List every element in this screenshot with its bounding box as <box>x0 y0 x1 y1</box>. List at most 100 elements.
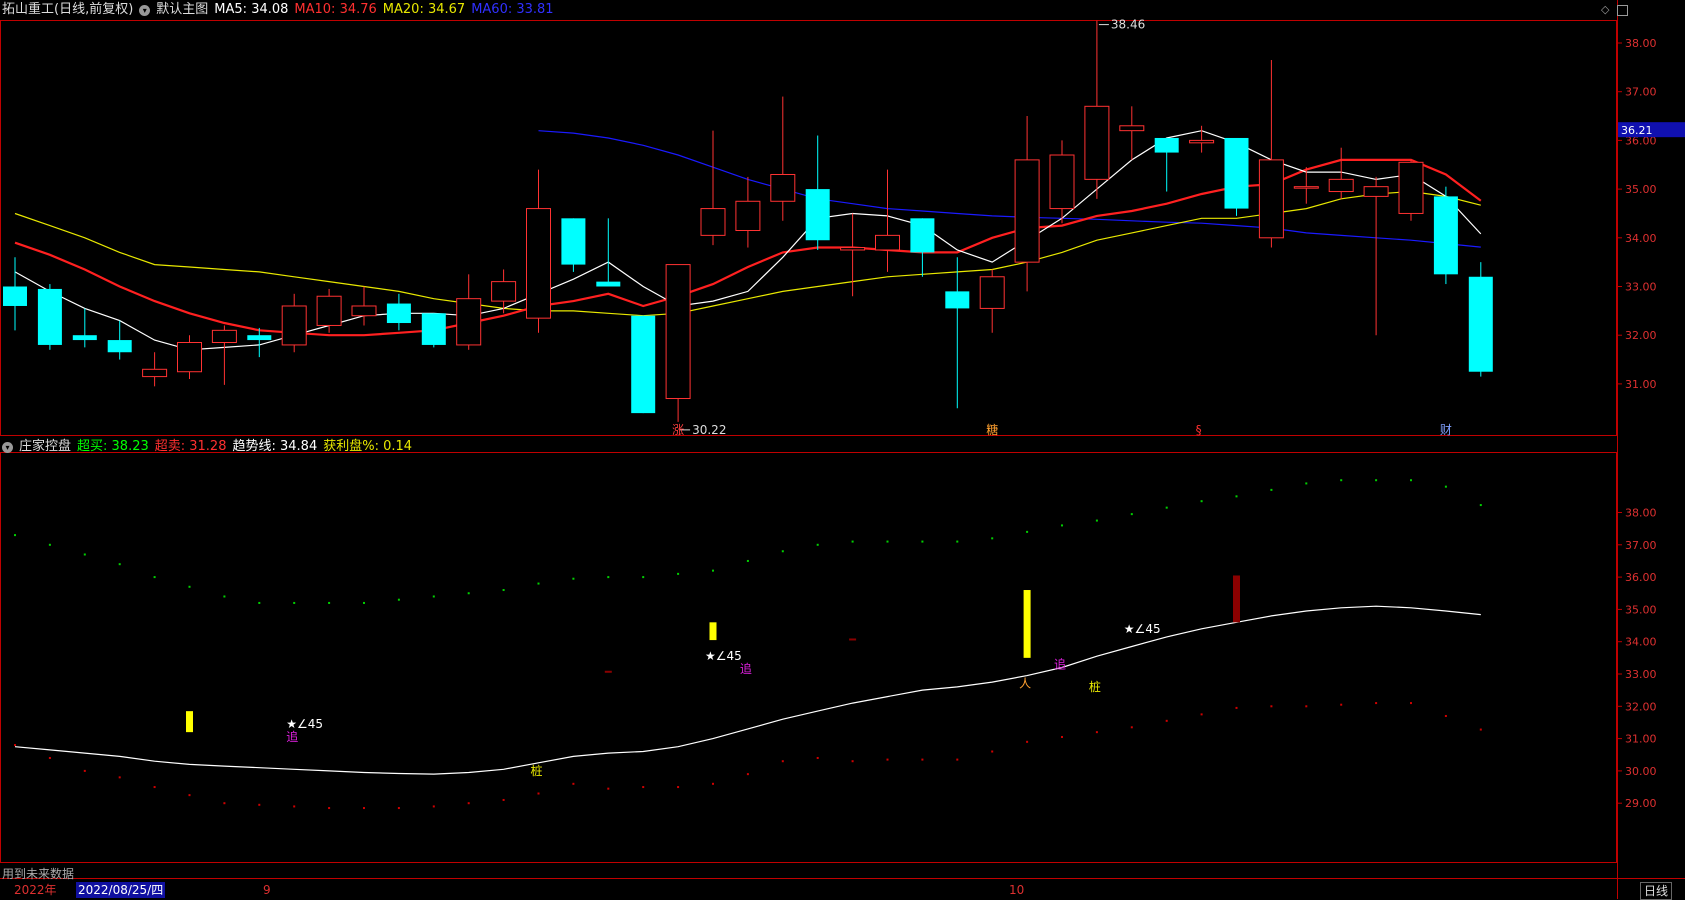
overbuy-dot <box>397 598 400 601</box>
star-signal-label: ★∠45 <box>1124 622 1161 636</box>
diamond-icon[interactable]: ◇ <box>1601 3 1610 16</box>
overbuy-dot <box>14 534 16 537</box>
main-header: 拓山重工(日线,前复权) ▾ 默认主图 MA5: 34.08 MA10: 34.… <box>2 0 560 20</box>
overbuy-dot <box>642 576 645 579</box>
overbuy-dot <box>1305 482 1308 485</box>
candle <box>631 315 656 414</box>
future-data-note: 用到未来数据 <box>2 867 75 881</box>
event-marker: 涨 <box>672 422 684 437</box>
oversell-dot <box>1340 703 1343 706</box>
candle-body <box>840 247 866 251</box>
candle <box>1433 186 1458 285</box>
period-button[interactable]: 日线 <box>1640 882 1673 900</box>
candle <box>840 213 866 297</box>
year-label: 2022年 <box>14 883 57 897</box>
candle <box>142 352 168 387</box>
maximize-icon[interactable] <box>1617 5 1628 16</box>
overbuy-dot <box>328 601 331 604</box>
indicator-tick-label: 35.00 <box>1625 603 1657 616</box>
control-bar <box>709 622 717 641</box>
candle <box>1328 147 1354 199</box>
candle <box>1154 137 1179 192</box>
event-marker: 财 <box>1440 423 1452 437</box>
overbuy-dot <box>991 537 994 540</box>
oversell-dot <box>502 798 505 801</box>
indicator-name[interactable]: 庄家控盘 <box>19 439 72 454</box>
candle <box>1119 106 1145 160</box>
candle-body <box>247 335 272 341</box>
candle <box>1398 159 1424 221</box>
overbuy-dot <box>537 582 540 585</box>
candle-body <box>1084 105 1110 180</box>
candle <box>1224 137 1249 216</box>
candle-body <box>1119 125 1145 132</box>
oversell-dot <box>677 786 680 789</box>
overlay-name[interactable]: 默认主图 <box>156 2 209 17</box>
cursor-date: 2022/08/25/四 <box>76 882 166 898</box>
indicator-tick-label: 33.00 <box>1625 668 1657 681</box>
overbuy-value: 超买: 38.23 <box>77 439 149 454</box>
candle-body <box>665 264 691 400</box>
overbuy-dot <box>467 592 470 595</box>
overbuy-dot <box>1130 513 1133 516</box>
candle <box>875 169 900 272</box>
chart-annotations: 38.46 30.22 涨 糖 § 财 <box>672 18 1452 437</box>
candle <box>1293 167 1319 204</box>
candle-body <box>1014 159 1040 263</box>
candlesticks[interactable] <box>3 20 1493 422</box>
oversell-dot <box>572 782 575 785</box>
oversell-dot <box>223 802 226 805</box>
overbuy-dot <box>363 601 365 604</box>
candle <box>979 269 1005 333</box>
candle <box>351 286 377 326</box>
candle <box>1049 140 1075 224</box>
oversell-dot <box>746 773 749 776</box>
overbuy-dot <box>432 595 435 598</box>
overbuy-dot <box>153 576 156 579</box>
oversell-dot <box>1444 714 1447 717</box>
indicator-tick-label: 36.00 <box>1625 571 1657 584</box>
oversell-dot <box>153 786 156 789</box>
stock-title[interactable]: 拓山重工(日线,前复权) <box>2 2 134 17</box>
overbuy-dot <box>48 543 51 546</box>
candle <box>247 327 272 358</box>
candle-body <box>316 295 342 326</box>
ma10-value: MA10: 34.76 <box>294 2 377 17</box>
indicator-header: ▾ 庄家控盘 超买: 38.23 超卖: 31.28 趋势线: 34.84 获利… <box>2 437 418 457</box>
candle-body <box>770 173 796 202</box>
indicator-tick-label: 30.00 <box>1625 765 1657 778</box>
ma60-line <box>538 130 1481 248</box>
candle-body <box>1154 137 1179 153</box>
chase-signal-label: 追 <box>286 729 298 744</box>
settings-icon[interactable]: ▾ <box>139 4 151 16</box>
oversell-dot <box>537 792 540 795</box>
control-bar <box>604 670 612 673</box>
oversell-dot <box>851 760 854 763</box>
trend-line <box>14 605 1481 775</box>
candle-body <box>177 342 202 373</box>
overbuy-dot <box>293 601 296 604</box>
candle <box>1258 60 1284 248</box>
oversell-dot <box>83 769 86 772</box>
oversell-dot <box>1479 728 1482 731</box>
oversell-dot <box>1061 735 1063 738</box>
oversell-dot <box>1375 702 1378 705</box>
main-panel-border <box>0 20 1617 436</box>
ma20-value: MA20: 34.67 <box>382 2 466 17</box>
person-icon: 人 <box>1019 677 1031 691</box>
oversell-dot <box>956 758 959 761</box>
overbuy-dot <box>1375 479 1378 482</box>
price-axis: 38.00 37.00 36.00 35.00 34.00 33.00 32.00 31.00… <box>1617 37 1685 391</box>
overbuy-dot <box>1095 519 1098 522</box>
candle-body <box>596 281 621 287</box>
oversell-dot <box>1095 731 1098 734</box>
candle <box>735 176 761 248</box>
overbuy-dot <box>1165 506 1168 509</box>
high-price-label: 38.46 <box>1111 18 1145 32</box>
indicator-settings-icon[interactable]: ▾ <box>2 441 13 453</box>
oversell-dot <box>48 756 51 759</box>
candle-body <box>1258 159 1284 239</box>
ma20-line <box>14 190 1481 317</box>
